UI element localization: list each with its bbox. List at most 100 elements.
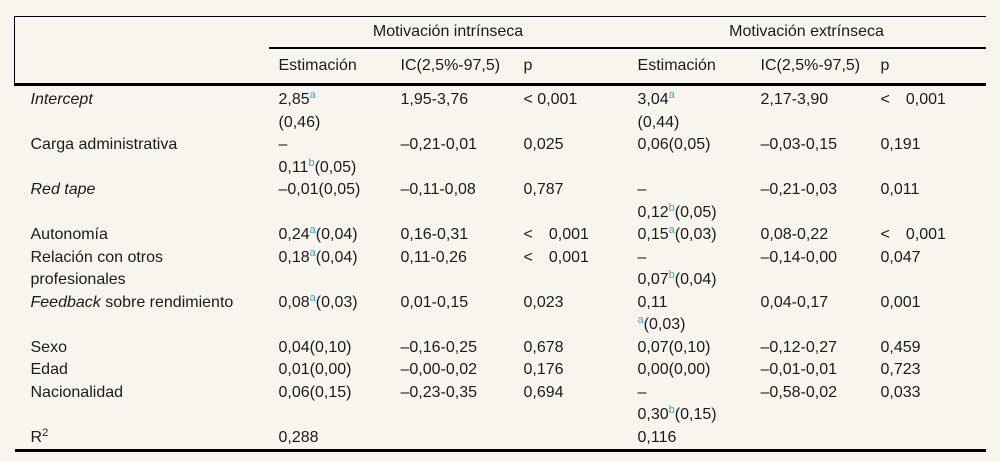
col-header-ci-intrinsic: IC(2,5%-97,5) [390,48,514,86]
cell-p: 0,033 [880,383,921,401]
cell-ci: –0,14-0,00 [760,248,838,266]
table-row: Relación con otros profesionales 0,18a(0,0… [15,247,986,292]
table-row: Edad 0,01(0,00) –0,00-0,02 0,176 0,00(0,00) –… [15,359,986,382]
table-header: Motivación intrínseca Motivación extríns… [14,16,986,86]
cell-p: 0,694 [523,383,564,401]
row-label: Edad [30,361,68,378]
cell-ci: –0,00-0,02 [400,361,478,378]
cell-ci: –0,21-0,03 [760,181,838,198]
subheader-corner-cell [14,48,269,86]
cell-ci: –0,12-0,27 [760,338,838,356]
cell-p: < 0,001 [880,226,946,243]
cell-estimation: 0,01(0,00) [278,361,352,378]
cell-ci: –0,11-0,08 [400,181,476,198]
table-row: Sexo 0,04(0,10) –0,16-0,25 0,678 0,07(0,10) –… [15,337,986,360]
cell-p: 0,011 [880,181,920,198]
italic-text: Feedback [30,293,101,311]
footnote-ref: b [668,404,675,416]
cell-ci: –0,21-0,01 [400,136,478,153]
footnote-ref: a [637,314,644,326]
col-header-p-intrinsic: p [513,48,628,86]
row-label: R2 [30,426,49,446]
row-label: Red tape [15,179,269,224]
table-row: Feedback sobre rendimiento 0,08a(0,03) 0,0… [15,292,986,337]
table-row: Intercept 2,85a (0,46) 1,95-3,76 < 0,001 3,04… [15,85,986,135]
cell-ci: –0,58-0,02 [760,383,838,401]
group-header-row: Motivación intrínseca Motivación extríns… [14,16,986,49]
cell-ci: –0,23-0,35 [400,383,478,401]
col-header-estimation-extrinsic: Estimación [627,48,751,86]
cell-p [514,427,628,451]
col-header-ci-extrinsic: IC(2,5%-97,5) [750,48,871,86]
cell-estimation: 0,00(0,00) [637,361,711,378]
group-header-extrinsic-motivation: Motivación extrínseca [627,16,986,49]
cell-p: 0,191 [880,136,921,153]
row-label: Feedback sobre rendimiento [30,293,234,311]
cell-p: 0,176 [523,361,564,378]
cell-estimation: 0,288 [278,428,319,446]
cell-p: 0,459 [880,338,921,356]
group-header-intrinsic-motivation: Motivación intrínseca [268,16,628,49]
cell-p: < 0,001 [523,226,589,243]
row-label: Carga administrativa [30,136,178,153]
col-header-p-extrinsic: p [870,48,986,86]
cell-estimation: 0,18a(0,04) [278,246,358,266]
cell-ci: –0,16-0,25 [400,338,478,356]
footnote-ref: a [668,89,675,101]
cell-estimation: 3,04a (0,44) [637,89,680,131]
footnote-ref: a [309,89,316,101]
cell-estimation: 2,85a (0,46) [278,89,321,131]
italic-text: Red tape [30,181,96,198]
cell-p: < 0,001 [523,91,578,108]
cell-estimation: 0,06(0,05) [637,136,711,153]
cell-ci: 0,08-0,22 [760,226,829,243]
italic-text: Intercept [30,91,93,108]
table-row: Autonomía 0,24a(0,04) 0,16-0,31 < 0,001 0,15… [15,224,986,247]
cell-estimation: 0,15a(0,03) [637,224,717,244]
cell-ci: –0,03-0,15 [760,136,838,153]
cell-p: 0,047 [880,248,921,266]
cell-estimation: –0,12b(0,05) [637,181,717,221]
cell-ci: 0,11-0,26 [400,248,467,266]
table-row: Carga administrativa –0,11b(0,05) –0,21-0,… [15,134,986,179]
row-label: Nacionalidad [30,383,124,401]
cell-estimation: 0,11 a(0,03) [637,293,686,334]
row-label: Sexo [30,338,67,356]
footnote-ref: b [668,201,675,214]
cell-estimation: –0,11b(0,05) [278,136,357,176]
footnote-ref: a [668,224,675,236]
regression-results-table: Motivación intrínseca Motivación extríns… [14,16,986,452]
cell-estimation: 0,08a(0,03) [278,291,358,311]
table-row: Red tape –0,01(0,05) –0,11-0,08 0,787 –0,12b… [15,179,986,224]
cell-ci: 0,04-0,17 [760,293,829,311]
cell-ci: 0,01-0,15 [400,293,469,311]
header-corner-cell [14,16,269,48]
cell-ci: 0,16-0,31 [400,226,469,243]
cell-p: 0,787 [523,181,564,198]
cell-estimation: 0,06(0,15) [278,383,352,401]
cell-estimation: 0,24a(0,04) [278,224,358,244]
cell-ci [751,427,871,451]
footnote-ref: b [668,269,675,281]
table-row: R2 0,288 0,116 [15,427,986,451]
row-label: Intercept [15,85,269,135]
cell-estimation: 0,04(0,10) [278,338,352,356]
cell-ci: 2,17-3,90 [760,91,829,108]
cell-estimation: –0,01(0,05) [278,181,361,198]
cell-p: 0,723 [880,361,921,378]
footnote-ref: a [309,291,316,304]
cell-ci: 1,95-3,76 [400,91,469,108]
row-label: Relación con otros profesionales [30,248,164,289]
cell-p: 0,023 [523,293,564,311]
cell-estimation: 0,116 [637,428,677,446]
cell-ci: –0,01-0,01 [760,361,838,378]
cell-estimation: 0,07(0,10) [637,338,711,356]
cell-p: < 0,001 [523,248,589,266]
table-body: Intercept 2,85a (0,46) 1,95-3,76 < 0,001 3,04… [15,85,986,451]
superscript: 2 [42,426,49,439]
cell-p: 0,001 [880,293,921,311]
row-label: Autonomía [30,226,108,243]
cell-p: 0,678 [523,338,564,356]
table-row: Nacionalidad 0,06(0,15) –0,23-0,35 0,694 –0,… [15,382,986,427]
